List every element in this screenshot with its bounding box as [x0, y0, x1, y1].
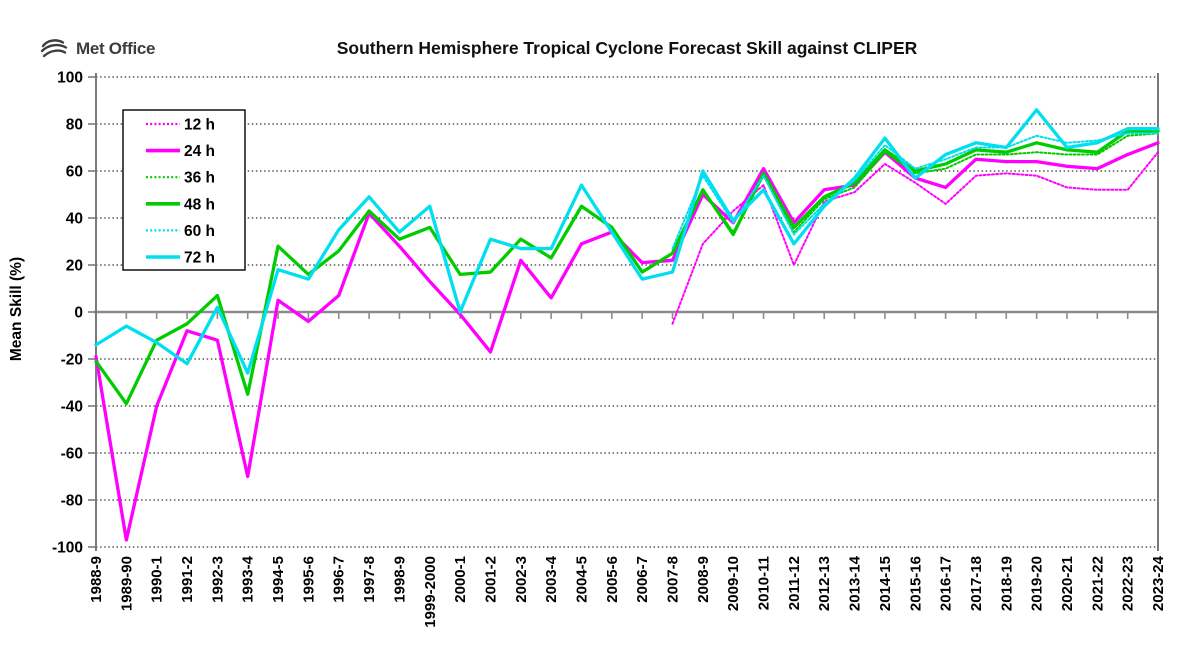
x-tick-label: 2010-11	[756, 556, 773, 610]
series-line-24h	[94, 141, 1160, 542]
x-tick-label: 2020-21	[1059, 556, 1076, 611]
y-tick-label: 60	[66, 164, 83, 181]
y-tick-label: -40	[61, 399, 83, 416]
series-line-72h	[94, 108, 1160, 375]
x-tick-label: 1996-7	[331, 556, 348, 603]
x-tick-label: 1991-2	[179, 556, 196, 603]
x-tick-label: 2017-18	[968, 556, 985, 611]
x-tick-label: 2011-12	[786, 556, 803, 610]
y-tick-label: -100	[52, 540, 83, 557]
x-tick-label: 2013-14	[847, 555, 864, 611]
x-tick-label: 2021-22	[1089, 556, 1106, 611]
y-tick-label: -20	[61, 352, 83, 369]
x-tick-label: 2007-8	[665, 556, 682, 603]
x-tick-label: 2004-5	[573, 556, 590, 603]
chart-title: Southern Hemisphere Tropical Cyclone For…	[336, 38, 918, 58]
legend-label: 48 h	[184, 196, 215, 213]
x-tick-label: 1990-1	[149, 556, 166, 603]
x-tick-label: 2009-10	[725, 556, 742, 611]
legend-label: 24 h	[184, 143, 215, 160]
y-tick-label: 0	[74, 305, 83, 322]
x-tick-label: 2015-16	[907, 556, 924, 611]
y-tick-label: 100	[57, 70, 83, 87]
x-tick-label: 2023-24	[1150, 555, 1167, 611]
y-tick-label: -60	[61, 446, 83, 463]
legend-label: 60 h	[184, 223, 215, 240]
x-tick-label: 1997-8	[361, 556, 378, 603]
x-tick-label: 2006-7	[634, 556, 651, 603]
met-office-logo-text: Met Office	[76, 39, 156, 58]
legend-label: 72 h	[184, 250, 215, 267]
x-tick-label: 1988-9	[88, 556, 105, 603]
x-tick-label: 1998-9	[391, 556, 408, 603]
x-tick-label: 1989-90	[118, 556, 135, 611]
y-tick-label: 40	[66, 211, 83, 228]
y-tick-label: 80	[66, 117, 83, 134]
x-tick-label: 1994-5	[270, 556, 287, 603]
legend-label: 36 h	[184, 170, 215, 187]
x-tick-label: 2019-20	[1029, 556, 1046, 611]
met-office-logo: Met Office	[40, 36, 155, 62]
series-line-48h	[94, 129, 1160, 406]
x-tick-label: 2016-17	[938, 556, 955, 611]
x-tick-label: 2022-23	[1120, 556, 1137, 611]
legend-label: 12 h	[184, 117, 215, 134]
x-tick-label: 1992-3	[209, 556, 226, 603]
met-office-swirl-icon	[40, 39, 68, 58]
x-tick-label: 2005-6	[604, 556, 621, 603]
x-tick-label: 2018-19	[998, 556, 1015, 611]
x-tick-label: 2002-3	[513, 556, 530, 603]
x-tick-label: 2000-1	[452, 556, 469, 603]
x-tick-label: 2001-2	[482, 556, 499, 603]
series-line-60h	[671, 132, 1159, 250]
x-tick-label: 1993-4	[240, 555, 257, 602]
legend-box	[122, 109, 246, 271]
x-tick-label: 2003-4	[543, 555, 560, 602]
x-tick-label: 1995-6	[300, 556, 317, 603]
y-tick-label: -80	[61, 493, 83, 510]
x-tick-label: 1999-2000	[422, 556, 439, 628]
x-tick-label: 2012-13	[816, 556, 833, 611]
x-tick-label: 2014-15	[877, 556, 894, 611]
y-tick-label: 20	[66, 258, 83, 275]
x-tick-label: 2008-9	[695, 556, 712, 603]
